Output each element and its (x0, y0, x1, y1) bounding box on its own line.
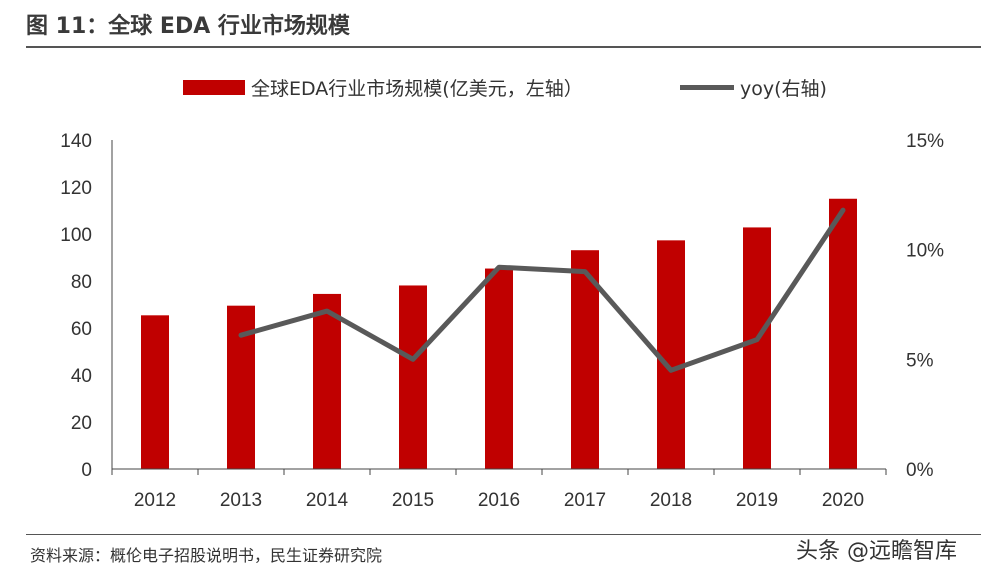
bar-2016 (485, 268, 513, 469)
legend-label-market-size: 全球EDA行业市场规模(亿美元，左轴） (251, 78, 583, 100)
x-tick-labels: 2012 2013 2014 2015 2016 2017 2018 2019 2020 (134, 490, 864, 511)
chart-legend: 全球EDA行业市场规模(亿美元，左轴） yoy(右轴) (0, 74, 998, 104)
x-tick-label: 2013 (220, 490, 262, 511)
y-right-tick-label: 0% (906, 460, 934, 481)
bar-2015 (399, 285, 427, 469)
y-left-tick-label: 140 (60, 131, 92, 152)
x-tick-label: 2019 (736, 490, 778, 511)
x-tick-label: 2015 (392, 490, 434, 511)
y-right-tick-labels: 0% 5% 10% 15% (906, 131, 944, 481)
legend-item-yoy: yoy(右轴) (680, 74, 827, 101)
y-right-tick-label: 15% (906, 131, 944, 152)
x-tick-label: 2016 (478, 490, 520, 511)
footer-divider (26, 534, 981, 535)
source-note: 资料来源：概伦电子招股说明书，民生证券研究院 (30, 546, 383, 565)
legend-swatch-line (680, 85, 734, 90)
y-left-tick-label: 100 (60, 225, 92, 246)
bar-2017 (571, 250, 599, 469)
bar-2019 (743, 227, 771, 469)
x-tick-label: 2018 (650, 490, 692, 511)
bar-2020 (829, 198, 857, 469)
bar-2012 (141, 315, 169, 469)
legend-item-market-size: 全球EDA行业市场规模(亿美元，左轴） (183, 74, 583, 101)
bar-2014 (313, 293, 341, 469)
y-right-tick-label: 10% (906, 241, 944, 262)
y-left-tick-label: 40 (71, 366, 92, 387)
x-tick-label: 2012 (134, 490, 176, 511)
title-divider (26, 46, 981, 48)
yoy-series-line (238, 207, 846, 373)
y-left-tick-label: 120 (60, 178, 92, 199)
figure-title: 图 11：全球 EDA 行业市场规模 (26, 14, 350, 39)
x-tick-label: 2017 (564, 490, 606, 511)
y-left-tick-labels: 0 20 40 60 80 100 120 140 (60, 131, 92, 481)
legend-label-yoy: yoy(右轴) (740, 78, 827, 100)
yoy-line-group (238, 207, 846, 373)
x-tick-label: 2020 (822, 490, 864, 511)
y-left-tick-label: 20 (71, 413, 92, 434)
x-tick-label: 2014 (306, 490, 349, 511)
bar-2018 (657, 240, 685, 469)
y-left-tick-label: 60 (71, 319, 92, 340)
legend-swatch-bar (183, 80, 245, 95)
watermark: 头条 @远瞻智库 (796, 539, 957, 564)
x-axis (111, 468, 887, 475)
y-left-tick-label: 80 (71, 272, 92, 293)
y-left-tick-label: 0 (81, 460, 92, 481)
y-right-tick-label: 5% (906, 350, 934, 371)
